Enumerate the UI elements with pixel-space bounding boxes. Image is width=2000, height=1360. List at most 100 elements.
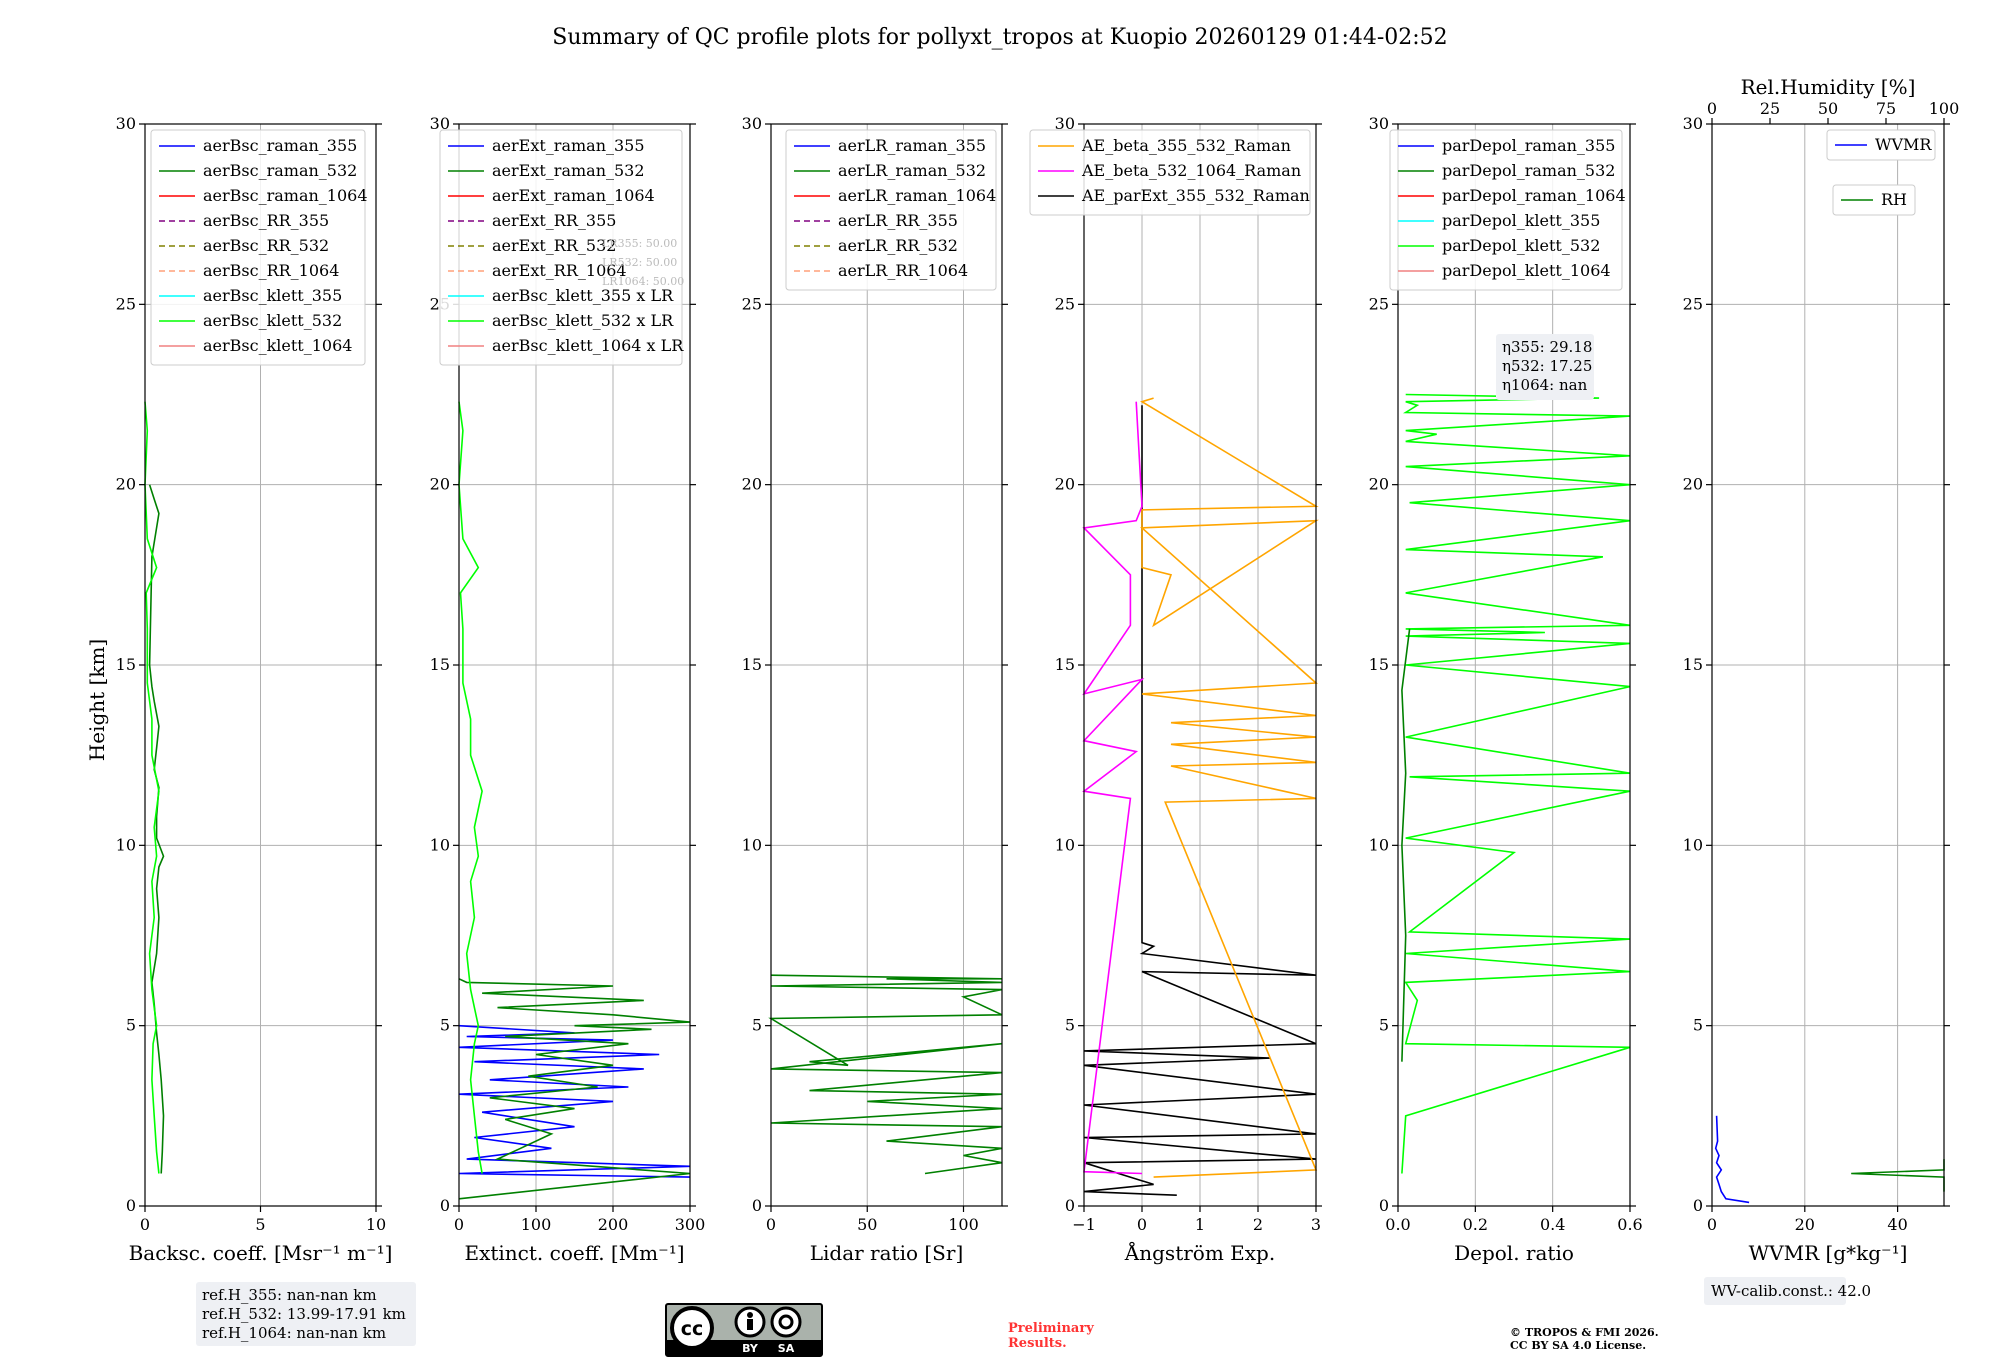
cc-by-label: BY <box>742 1342 759 1355</box>
ref-h-355: ref.H_355: nan-nan km <box>202 1286 377 1304</box>
series-line-aerExt_raman_532 <box>458 978 691 1200</box>
y-tick-label: 30 <box>1683 114 1703 133</box>
legend-label: AE_beta_532_1064_Raman <box>1081 161 1301 180</box>
x-tick-label: 5 <box>255 1215 265 1234</box>
y-tick-label: 30 <box>116 114 136 133</box>
legend-label: parDepol_raman_532 <box>1442 161 1615 180</box>
y-tick-label: 15 <box>116 655 136 674</box>
eta-box <box>1496 334 1594 400</box>
y-tick-label: 25 <box>1055 294 1075 313</box>
x-tick-label: 0 <box>766 1215 776 1234</box>
x-axis-label: Depol. ratio <box>1454 1241 1574 1265</box>
lidar-ratio-note: LR532: 50.00 <box>602 256 677 269</box>
y-tick-label: 20 <box>1055 475 1075 494</box>
y-tick-label: 5 <box>126 1016 136 1035</box>
wv-calib-label: WV-calib.const.: 42.0 <box>1711 1282 1871 1300</box>
legend-label: aerLR_raman_1064 <box>838 186 996 205</box>
results-label: Results. <box>1008 1336 1067 1351</box>
series-group <box>1401 393 1631 1174</box>
cc-letters: cc <box>681 1318 704 1340</box>
legend-frame <box>439 129 683 366</box>
legend-label: parDepol_raman_355 <box>1442 136 1615 155</box>
legend: WVMR RH <box>1826 129 1936 216</box>
legend-label: aerBsc_klett_355 x LR <box>492 286 674 305</box>
y-axis-label: Height [km] <box>85 639 109 761</box>
y-tick-label: 30 <box>1055 114 1075 133</box>
series-line-aerLR_raman_532 <box>768 974 1003 1175</box>
series-line-AE_beta_355_532_Raman <box>1139 397 1319 1178</box>
y-tick-label: 20 <box>1369 475 1389 494</box>
legend-label: aerBsc_klett_532 x LR <box>492 311 674 330</box>
legend-label: aerBsc_raman_1064 <box>203 186 368 205</box>
y-tick-label: 15 <box>1683 655 1703 674</box>
legend: aerExt_raman_355 aerExt_raman_532 aerExt_r… <box>439 129 684 366</box>
panel-extinction: 0510152025300100200300Extinct. coeff. [M… <box>430 114 706 1265</box>
x2-tick-label: 75 <box>1876 99 1896 118</box>
x-tick-label: 300 <box>675 1215 706 1234</box>
x-tick-label: 100 <box>948 1215 979 1234</box>
y-tick-label: 0 <box>126 1196 136 1215</box>
legend-label: aerExt_RR_532 <box>492 236 616 255</box>
y-tick-label: 15 <box>1369 655 1389 674</box>
legend-label: aerExt_RR_1064 <box>492 261 627 280</box>
legend-label: aerBsc_raman_532 <box>203 161 357 180</box>
y-tick-label: 20 <box>1683 475 1703 494</box>
copyright-line-2: CC BY SA 4.0 License. <box>1510 1339 1646 1352</box>
legend: AE_beta_355_532_Raman AE_beta_532_1064_Ra… <box>1029 129 1311 216</box>
sa-arrow-icon <box>778 1314 794 1330</box>
series-line-parDepol_raman_532 <box>1401 628 1411 1062</box>
series-line-AE_beta_532_1064_Raman <box>1082 401 1145 1175</box>
legend-label: aerBsc_klett_1064 x LR <box>492 336 684 355</box>
series-line-aerExt_raman_355 <box>458 1024 691 1178</box>
preliminary-label: Preliminary <box>1008 1321 1094 1336</box>
legend: parDepol_raman_355 parDepol_raman_532 parD… <box>1389 129 1626 291</box>
lidar-ratio-note: LR355: 50.00 <box>602 237 677 250</box>
legend-frame <box>1389 129 1623 291</box>
x-axis-label: Ångström Exp. <box>1124 1240 1275 1265</box>
cc-by-sa-logo: cc BY SA <box>665 1303 823 1357</box>
legend-frame <box>785 129 997 291</box>
legend-label: parDepol_klett_1064 <box>1442 261 1611 280</box>
x-tick-label: 200 <box>598 1215 629 1234</box>
y-tick-label: 30 <box>430 114 450 133</box>
y-tick-label: 10 <box>742 835 762 854</box>
x-tick-label: 0.0 <box>1385 1215 1410 1234</box>
x-tick-label: 3 <box>1311 1215 1321 1234</box>
series-group <box>1082 397 1319 1196</box>
legend-label: parDepol_klett_532 <box>1442 236 1600 255</box>
y-tick-label: 30 <box>742 114 762 133</box>
legend-label: aerLR_raman_532 <box>838 161 986 180</box>
legend-label: AE_parExt_355_532_Raman <box>1081 186 1310 205</box>
x2-tick-label: 0 <box>1707 99 1717 118</box>
x2-tick-label: 100 <box>1929 99 1960 118</box>
x-tick-label: 1 <box>1195 1215 1205 1234</box>
y-tick-label: 5 <box>752 1016 762 1035</box>
legend-label: aerLR_raman_355 <box>838 136 986 155</box>
legend-label: aerBsc_klett_1064 <box>203 336 352 355</box>
y-tick-label: 25 <box>1683 294 1703 313</box>
series-line-parDepol_klett_532 <box>1401 393 1631 1174</box>
series-group <box>768 974 1003 1175</box>
series-line-aerBsc_klett_532 x LR <box>458 401 483 1174</box>
series-group <box>1714 1115 1945 1204</box>
series-line-AE_parExt_355_532_Raman <box>1083 405 1317 1196</box>
eta-label: η355: 29.18 <box>1502 338 1592 356</box>
legend-label: AE_beta_355_532_Raman <box>1081 136 1291 155</box>
y-tick-label: 0 <box>1693 1196 1703 1215</box>
legend-label: aerExt_raman_355 <box>492 136 645 155</box>
x-tick-label: −1 <box>1072 1215 1096 1234</box>
y-tick-label: 25 <box>116 294 136 313</box>
legend-label: aerBsc_klett_355 <box>203 286 342 305</box>
eta-label: η1064: nan <box>1502 376 1588 394</box>
copyright-line-1: © TROPOS & FMI 2026. <box>1510 1326 1659 1339</box>
x-tick-label: 0 <box>454 1215 464 1234</box>
y-tick-label: 5 <box>1065 1016 1075 1035</box>
y-tick-label: 5 <box>440 1016 450 1035</box>
legend-label: aerBsc_klett_532 <box>203 311 342 330</box>
x-tick-label: 0.4 <box>1540 1215 1565 1234</box>
x-tick-label: 0.6 <box>1617 1215 1642 1234</box>
y-tick-label: 0 <box>1065 1196 1075 1215</box>
x-axis-label: Backsc. coeff. [Msr⁻¹ m⁻¹] <box>129 1241 393 1265</box>
